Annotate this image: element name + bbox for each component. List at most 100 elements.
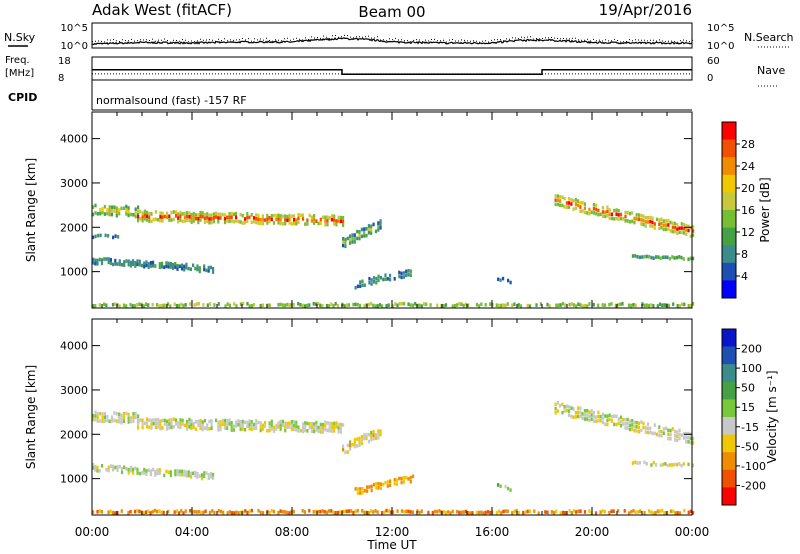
- heatmap-cell: [335, 421, 338, 425]
- heatmap-cell: [375, 482, 378, 486]
- heatmap-cell: [354, 487, 357, 491]
- heatmap-cell: [161, 215, 164, 219]
- heatmap-cell: [137, 418, 140, 423]
- heatmap-cell: [259, 421, 262, 425]
- heatmap-cell: [643, 254, 646, 259]
- heatmap-cell: [583, 304, 587, 308]
- heatmap-cell: [442, 304, 445, 308]
- heatmap-cell: [640, 222, 643, 226]
- heatmap-cell: [678, 255, 681, 259]
- heatmap-cell: [145, 469, 148, 473]
- heatmap-cell: [210, 426, 213, 431]
- heatmap-cell: [324, 222, 327, 227]
- heatmap-cell: [653, 431, 656, 436]
- heatmap-cell: [422, 302, 426, 306]
- heatmap-cell: [366, 489, 369, 493]
- heatmap-cell: [367, 302, 370, 307]
- heatmap-cell: [132, 471, 135, 475]
- heatmap-cell: [559, 195, 562, 199]
- heatmap-cell: [306, 429, 309, 433]
- heatmap-cell: [137, 426, 140, 430]
- heatmap-cell: [188, 417, 191, 422]
- heatmap-cell: [581, 412, 584, 416]
- freq-tick-bottom: 8: [58, 73, 64, 84]
- heatmap-cell: [400, 476, 403, 481]
- heatmap-cell: [659, 256, 662, 261]
- heatmap-cell: [590, 417, 593, 421]
- heatmap-cell: [689, 234, 692, 239]
- heatmap-cell: [379, 482, 382, 486]
- heatmap-cell: [107, 468, 110, 473]
- heatmap-cell: [197, 301, 201, 306]
- heatmap-cell: [110, 212, 114, 217]
- heatmap-cell: [610, 302, 613, 306]
- heatmap-cell: [162, 510, 165, 515]
- heatmap-cell: [633, 220, 636, 225]
- heatmap-cell: [99, 419, 102, 423]
- heatmap-cell: [152, 467, 155, 472]
- heatmap-cell: [489, 510, 492, 515]
- heatmap-cell: [361, 283, 364, 288]
- heatmap-cell: [658, 425, 661, 429]
- heatmap-cell: [250, 427, 253, 431]
- heatmap-cell: [683, 508, 686, 513]
- heatmap-cell: [154, 418, 157, 422]
- heatmap-cell: [186, 211, 189, 215]
- heatmap-cell: [217, 509, 220, 513]
- heatmap-cell: [524, 510, 527, 514]
- heatmap-cell: [568, 302, 571, 307]
- heatmap-cell: [368, 276, 371, 281]
- heatmap-cell: [183, 264, 186, 269]
- colorbar-tick-label: 28: [741, 138, 755, 151]
- heatmap-cell: [328, 509, 331, 513]
- heatmap-cell: [313, 217, 316, 222]
- colorbar-segment: [722, 469, 736, 488]
- colorbar-segment: [722, 157, 736, 176]
- heatmap-cell: [577, 203, 580, 208]
- heatmap-cell: [619, 415, 623, 420]
- nsky-series-line: [91, 37, 693, 46]
- heatmap-cell: [610, 509, 613, 514]
- heatmap-cell: [179, 218, 182, 222]
- heatmap-cell: [349, 241, 352, 245]
- heatmap-cell: [565, 201, 568, 205]
- heatmap-cell: [633, 420, 636, 425]
- heatmap-cell: [436, 303, 439, 308]
- heatmap-cell: [354, 286, 357, 290]
- heatmap-cell: [242, 510, 245, 514]
- colorbar-segment: [722, 417, 736, 435]
- heatmap-cell: [652, 256, 655, 260]
- heatmap-cell: [295, 420, 298, 425]
- heatmap-cell: [676, 223, 679, 227]
- heatmap-cell: [687, 228, 690, 233]
- heatmap-cell: [665, 426, 668, 431]
- colorbar-segment: [722, 139, 736, 158]
- heatmap-cell: [118, 262, 121, 267]
- heatmap-cell: [129, 264, 132, 268]
- heatmap-cell: [176, 469, 179, 473]
- heatmap-cell: [649, 215, 652, 220]
- heatmap-cell: [197, 220, 200, 225]
- heatmap-cell: [347, 509, 351, 513]
- heatmap-cell: [351, 442, 354, 447]
- heatmap-cell: [306, 421, 309, 426]
- heatmap-cell: [500, 511, 503, 515]
- heatmap-cell: [208, 220, 211, 225]
- heatmap-cell: [555, 509, 558, 514]
- heatmap-cell: [203, 212, 206, 217]
- heatmap-cell: [207, 265, 210, 270]
- heatmap-cell: [644, 430, 647, 434]
- heatmap-cell: [678, 462, 681, 466]
- heatmap-cell: [687, 440, 690, 444]
- heatmap-cell: [581, 416, 584, 420]
- heatmap-cell: [563, 409, 566, 413]
- heatmap-cell: [101, 415, 104, 420]
- heatmap-cell: [277, 217, 280, 221]
- heatmap-cell: [281, 222, 284, 226]
- heatmap-cell: [233, 511, 236, 515]
- heatmap-cell: [330, 509, 333, 513]
- heatmap-cell: [196, 475, 199, 479]
- heatmap-cell: [425, 302, 428, 307]
- heatmap-cell: [665, 227, 668, 231]
- heatmap-cell: [257, 213, 260, 218]
